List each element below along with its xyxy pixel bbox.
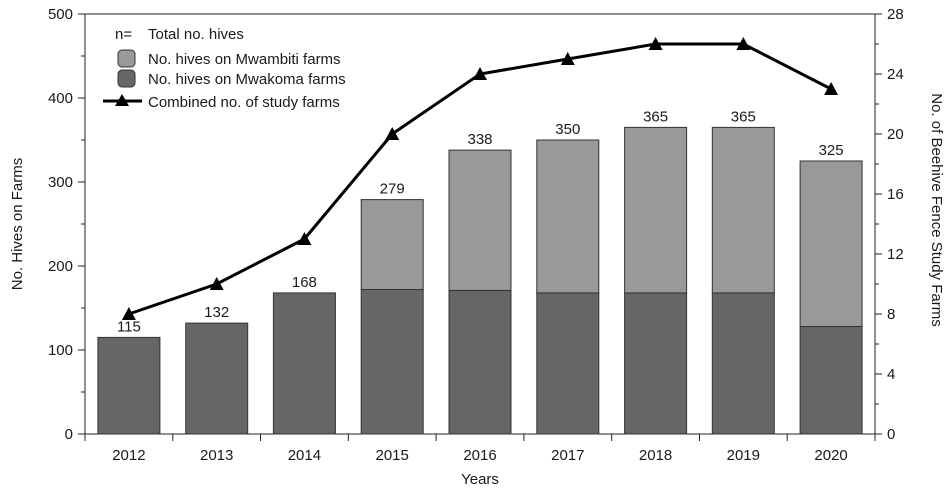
right-axis-tick-label: 8 [887,306,895,323]
bar-total-label-2020: 325 [819,142,844,159]
legend-mwambiti-swatch [117,49,136,68]
x-axis-tick-label-2014: 2014 [288,447,321,464]
x-axis-tick-label-2017: 2017 [551,447,584,464]
farms-marker-2016 [473,67,487,80]
bar-mwambiti-2020 [799,160,863,327]
bar-total-label-2019: 365 [731,108,756,125]
bar-mwakoma-2012 [97,336,161,435]
bar-total-labels: 115 132 168 279 338 350 365 365 325 [117,108,844,335]
right-axis-title: No. of Beehive Fence Study Farms [928,93,944,326]
farms-marker-2013 [209,277,224,290]
left-axis-tick-label: 0 [65,426,73,443]
bar-total-label-2017: 350 [555,121,580,138]
left-axis-tick-label: 300 [48,174,73,191]
right-axis-tick-label: 16 [887,186,904,203]
bar-total-label-2012: 115 [117,318,141,335]
legend-line-label: Combined no. of study farms [148,94,340,111]
bar-total-label-2016: 338 [467,131,492,148]
bar-mwambiti-2016 [448,149,512,291]
bar-mwakoma-2014 [272,292,336,435]
x-axis: 2012 2013 2014 2015 2016 2017 2018 2019 2020 [84,434,876,464]
left-axis-tick-label: 200 [48,258,73,275]
left-axis-tick-label: 500 [48,6,73,23]
left-axis-tick-label: 400 [48,90,73,107]
left-axis-title: No. Hives on Farms [9,158,26,291]
farms-marker-2015 [385,127,400,140]
bar-mwambiti-2018 [624,126,688,294]
right-axis-tick-label: 20 [887,126,904,143]
farms-marker-2019 [736,37,751,50]
bar-mwakoma-2017 [536,292,600,435]
farms-marker-2018 [648,37,663,50]
x-axis-tick-label-2018: 2018 [639,447,672,464]
farms-marker-2020 [824,82,839,95]
farms-marker-2014 [297,232,312,245]
bar-mwakoma-2016 [448,289,512,435]
legend-mwakoma-swatch [117,69,136,88]
bar-mwakoma-2018 [624,292,688,435]
legend-n-label: n= [115,26,132,43]
x-axis-tick-label-2020: 2020 [814,447,847,464]
left-axis: 0 100 200 300 400 500 [48,6,85,443]
bar-mwakoma-2015 [360,289,424,435]
bar-total-label-2015: 279 [380,181,405,198]
x-axis-tick-label-2013: 2013 [200,447,233,464]
legend: n= Total no. hives No. hives on Mwambiti… [103,26,346,111]
x-axis-tick-label-2012: 2012 [112,447,145,464]
legend-total-label: Total no. hives [148,26,244,43]
legend-mwakoma-label: No. hives on Mwakoma farms [148,71,346,88]
bar-mwambiti-2015 [360,199,424,291]
left-axis-tick-label: 100 [48,342,73,359]
bar-mwakoma-2020 [799,326,863,435]
bar-mwakoma-2013 [185,322,249,435]
farms-line-layer [121,37,839,320]
right-axis-tick-label: 12 [887,246,904,263]
right-axis-tick-label: 4 [887,366,895,383]
farms-marker-2017 [560,52,575,65]
legend-mwambiti-label: No. hives on Mwambiti farms [148,51,341,68]
right-axis: 0 4 8 12 16 20 24 28 [875,6,904,443]
right-axis-tick-label: 24 [887,66,904,83]
bars-layer [97,126,863,435]
bar-mwambiti-2017 [536,139,600,294]
x-axis-tick-label-2015: 2015 [376,447,409,464]
bar-mwambiti-2019 [711,126,775,294]
right-axis-tick-label: 28 [887,6,904,23]
right-axis-tick-label: 0 [887,426,895,443]
x-axis-tick-label-2019: 2019 [727,447,760,464]
bar-total-label-2014: 168 [292,274,317,291]
bar-total-label-2013: 132 [204,304,229,321]
x-axis-tick-label-2016: 2016 [463,447,496,464]
bar-mwakoma-2019 [711,292,775,435]
bar-total-label-2018: 365 [643,108,668,125]
legend-triangle-marker [115,94,129,106]
farms-marker-2012 [121,307,136,320]
x-axis-title: Years [461,471,499,488]
